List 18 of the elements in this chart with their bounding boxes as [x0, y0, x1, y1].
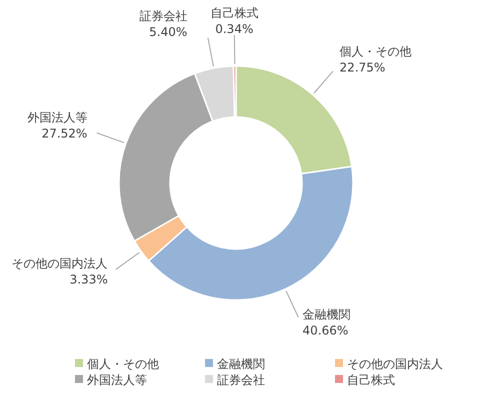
legend-label: 金融機関 [217, 357, 265, 371]
data-label: 0.34% [215, 22, 254, 36]
data-label: 40.66% [302, 323, 348, 338]
data-label: 5.40% [149, 24, 188, 39]
slice-label: 外国法人等 [27, 110, 88, 124]
legend-label: その他の国内法人 [347, 357, 443, 371]
legend-label: 個人・その他 [87, 357, 159, 371]
slice-label: 証券会社 [139, 8, 188, 23]
data-label: 27.52% [42, 126, 88, 140]
slice-label: 自己株式 [210, 6, 258, 20]
legend-label: 自己株式 [347, 373, 395, 387]
legend-label: 証券会社 [217, 373, 265, 387]
slice-label: 個人・その他 [340, 44, 412, 59]
legend-label: 外国法人等 [87, 373, 147, 387]
data-label: 22.75% [340, 60, 386, 75]
slice-label: 金融機関 [302, 307, 351, 322]
data-label: 3.33% [70, 272, 108, 286]
slice-label: その他の国内法人 [12, 256, 108, 270]
